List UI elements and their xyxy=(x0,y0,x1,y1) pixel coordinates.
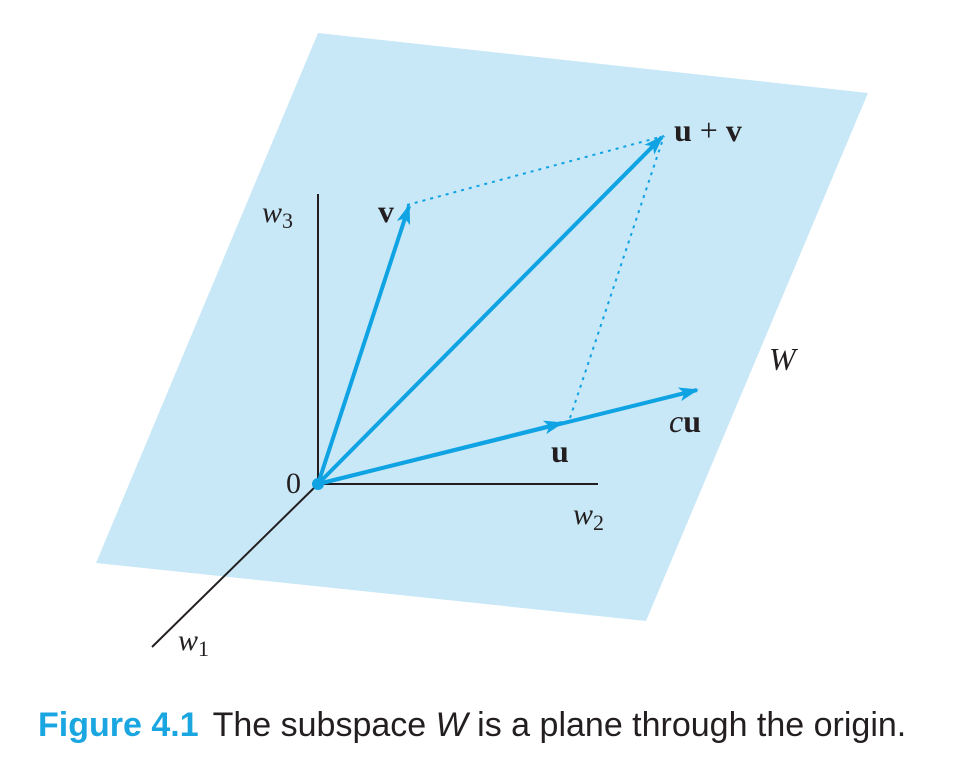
label-u: u xyxy=(551,433,569,469)
label-sum-plus: + xyxy=(700,112,718,148)
caption-text-before: The subspace xyxy=(212,706,436,744)
vector-v xyxy=(316,204,411,485)
label-w3-base: w xyxy=(262,196,282,229)
label-w3-sub: 3 xyxy=(282,208,293,233)
vector-u-plus-v xyxy=(316,135,664,486)
label-w2: w2 xyxy=(573,498,604,535)
plane-w xyxy=(96,33,868,621)
label-cu-scalar: c xyxy=(669,403,683,439)
label-w2-base: w xyxy=(573,498,593,531)
axis-w1 xyxy=(151,483,319,648)
label-u-plus-v: u + v xyxy=(674,112,742,148)
dotted-edge-u-to-sum xyxy=(569,135,665,419)
label-w1-sub: 1 xyxy=(198,636,209,661)
caption-italic-w: W xyxy=(435,706,468,744)
label-plane-w: W xyxy=(769,341,799,377)
label-w1: w1 xyxy=(178,624,209,661)
label-w3: w3 xyxy=(262,196,293,233)
label-w2-sub: 2 xyxy=(593,510,604,535)
label-cu-vector: u xyxy=(683,403,701,439)
label-sum-u: u xyxy=(674,112,692,148)
label-origin: 0 xyxy=(286,467,301,500)
figure-number: Figure 4.1 xyxy=(38,706,199,744)
label-sum-v: v xyxy=(726,112,742,148)
label-w1-base: w xyxy=(178,624,198,657)
origin-point xyxy=(312,478,324,490)
label-v: v xyxy=(378,193,394,229)
figure-caption: Figure 4.1 The subspace W is a plane thro… xyxy=(38,706,968,745)
caption-text-after: is a plane through the origin. xyxy=(467,706,907,744)
label-cu: cu xyxy=(669,403,701,439)
vector-u xyxy=(317,420,564,486)
